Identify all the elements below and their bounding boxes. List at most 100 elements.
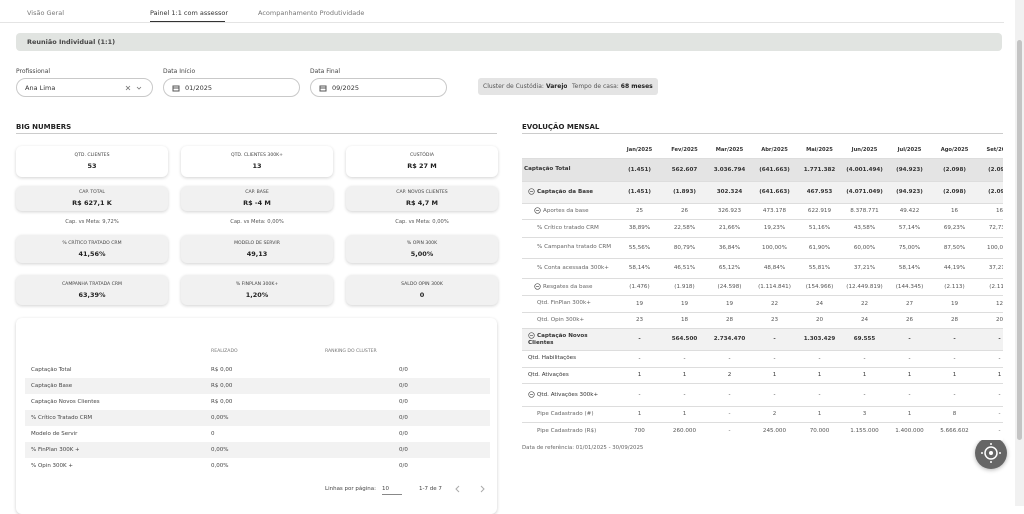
data-row: Captação da Base (1.451) (1.893) 302.324 (64… [522, 181, 1003, 204]
cell: (2.098) [932, 181, 977, 204]
cell: 19 [662, 295, 707, 313]
cell: - [977, 383, 1003, 407]
cell: 5.666.602 [932, 422, 977, 440]
metric-value: 1,20% [245, 290, 269, 299]
tab[interactable]: Visão Geral [27, 9, 65, 17]
data-row: Qtd. Opin 300k+ 23 18 28 23 20 24 26 28 20 [522, 312, 1003, 329]
row-label: Qtd. Ativações [522, 367, 617, 384]
month-header: Set/2025 [977, 142, 1003, 159]
metric-label: CAP. TOTAL [79, 190, 105, 195]
row-label: Resgates da base [522, 278, 617, 296]
cell: 21,66% [707, 219, 752, 238]
collapse-icon[interactable] [528, 390, 535, 398]
cell: (1.893) [662, 181, 707, 204]
pager-range: 1-7 de 7 [419, 486, 442, 492]
table-cell: R$ 0,00 [211, 383, 233, 389]
cell: 2 [752, 406, 797, 423]
month-header: Fev/2025 [662, 142, 707, 159]
table-cell: 0/0 [399, 415, 408, 421]
row-label: Captação Total [522, 158, 617, 182]
table-cell: % Opin 300K + [31, 463, 74, 469]
cell: 69.555 [842, 328, 887, 351]
data-row: Pipe Cadastrado (#) 1 1-2 1 3 1 8- [522, 406, 1003, 423]
table-cell: % FinPlan 300K + [31, 447, 80, 453]
cell: 622.919 [797, 203, 842, 220]
cell: 75,00% [887, 237, 932, 259]
row-label-text: Aportes da base [543, 208, 589, 215]
month-header: Jan/2025 [617, 142, 662, 159]
row-label-text: % Campanha tratado CRM [537, 244, 612, 251]
cell: - [977, 422, 1003, 440]
pager-label: Linhas por página: [325, 486, 377, 492]
scrollbar [1015, 0, 1024, 506]
cell: 19 [932, 295, 977, 313]
cell: 260.000 [662, 422, 707, 440]
month-header: Mar/2025 [707, 142, 752, 159]
table-cell: Modelo de Servir [31, 431, 78, 437]
cell: 38,89% [617, 219, 662, 238]
cell: 1 [617, 367, 662, 384]
pager-arrows[interactable] [452, 484, 492, 494]
row-label: % Crítico tratado CRM [522, 219, 617, 238]
metric-value: R$ 627,1 K [72, 199, 112, 207]
chip: Cluster de Custódia: Varejo [478, 78, 573, 95]
cell: 1 [797, 406, 842, 423]
metric-label: SALDO OPIN 300K [401, 281, 443, 287]
tab-underline [150, 21, 225, 22]
cell: - [977, 328, 1003, 351]
collapse-icon[interactable] [534, 207, 541, 214]
cell: - [932, 328, 977, 351]
metric-value: R$ -4 M [243, 199, 271, 207]
cell: - [887, 350, 932, 368]
row-label: Qtd. Habilitações [522, 350, 617, 368]
filter-value: 09/2025 [332, 83, 360, 92]
help-button[interactable] [975, 437, 1007, 469]
data-row: Qtd. Habilitações - - - - - - - - - [522, 350, 1003, 368]
cell: 23 [617, 312, 662, 329]
filter-input[interactable]: 01/2025 [163, 78, 300, 97]
rows-select[interactable]: 10 [382, 486, 402, 495]
collapse-icon[interactable] [528, 332, 535, 339]
cell: - [797, 350, 842, 368]
cell: (2.098) [977, 181, 1003, 204]
section-title: Reunião Individual (1:1) [27, 38, 116, 46]
collapse-icon[interactable] [534, 282, 541, 290]
cell: 564.500 [662, 328, 707, 351]
cell: (154.966) [797, 278, 842, 296]
filter-input[interactable]: 09/2025 [310, 78, 447, 97]
metric-card: % OPIN 300K 5,00% [346, 235, 498, 263]
table-row [25, 394, 490, 410]
table-cell: Captação Total [31, 367, 72, 373]
filter-input[interactable]: Ana Lima [16, 78, 153, 97]
cell: 1.155.000 [842, 422, 887, 440]
row-label: Qtd. FinPlan 300k+ [522, 295, 617, 313]
chip: Tempo de casa: 68 meses [567, 78, 658, 95]
col-header: RANKING DO CLUSTER [325, 349, 377, 354]
cell: 473.178 [752, 203, 797, 220]
cell: 18 [662, 312, 707, 329]
row-label-text: Qtd. Ativações 300k+ [537, 391, 599, 398]
table-cell: 0,00% [211, 463, 229, 469]
select-icons [125, 85, 142, 90]
scroll-thumb[interactable] [1017, 40, 1022, 440]
tab[interactable]: Acompanhamento Produtividade [258, 9, 365, 17]
table-row [25, 410, 490, 426]
collapse-icon[interactable] [528, 188, 535, 195]
filter-value: 01/2025 [185, 83, 213, 92]
cell: 562.607 [662, 158, 707, 182]
cell: 87,50% [932, 237, 977, 259]
filter-label: Profissional [16, 68, 51, 75]
cell: (2.098) [932, 158, 977, 182]
cell: - [887, 328, 932, 351]
cell: 22 [752, 295, 797, 313]
cell: 80,79% [662, 237, 707, 259]
cell: 1 [662, 367, 707, 384]
cell: 72,73% [977, 219, 1003, 238]
tab[interactable]: Painel 1:1 com assessor [150, 9, 229, 17]
row-label-text: Qtd. FinPlan 300k+ [537, 300, 591, 307]
corner [522, 142, 617, 159]
cell: 20 [797, 312, 842, 329]
metric-card: CAMPANHA TRATADA CRM 63,39% [16, 275, 168, 305]
cell: 467.953 [797, 181, 842, 204]
table-cell: R$ 0,00 [211, 399, 233, 405]
